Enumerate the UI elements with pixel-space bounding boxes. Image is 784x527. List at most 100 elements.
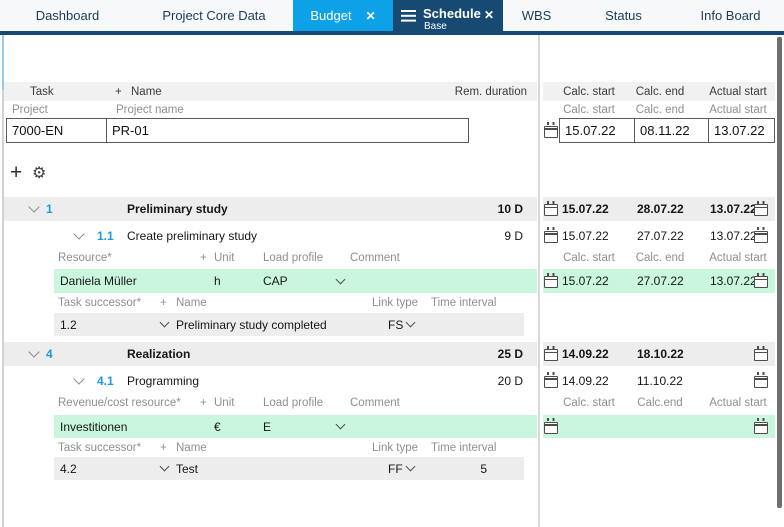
tab-status[interactable]: Status xyxy=(570,0,677,31)
rem-duration: 25 D xyxy=(497,347,523,361)
calendar-icon[interactable] xyxy=(543,224,559,247)
tab-dashboard[interactable]: Dashboard xyxy=(0,0,135,31)
calc-start-input[interactable]: 15.07.22 xyxy=(559,118,635,143)
tab-project-core-data-label: Project Core Data xyxy=(162,8,266,23)
vertical-scrollbar[interactable] xyxy=(777,37,782,508)
unit-cell[interactable]: € xyxy=(214,419,221,434)
project-name-input[interactable]: PR-01 xyxy=(106,118,469,143)
calendar-icon[interactable] xyxy=(543,342,559,366)
chevron-down-icon[interactable] xyxy=(158,313,170,336)
calendar-icon[interactable] xyxy=(543,269,559,293)
calc-end-input[interactable]: 08.11.22 xyxy=(634,118,709,143)
task-number: 4.1 xyxy=(97,373,114,388)
link-type-cell[interactable]: FS xyxy=(388,317,404,332)
name-col: Name xyxy=(176,442,207,454)
link-type-col: Link type xyxy=(372,297,419,309)
link-type-cell[interactable]: FF xyxy=(388,461,403,476)
calc-start-value: 14.09.22 xyxy=(562,373,609,388)
summary-row-1[interactable]: 1 Preliminary study 10 D 15.07.22 28.07.… xyxy=(4,197,775,221)
successor-id-cell[interactable]: 1.2 xyxy=(60,317,77,332)
time-interval-cell[interactable]: 5 xyxy=(480,461,487,476)
tab-budget-label: Budget xyxy=(310,8,352,23)
resource-row-4[interactable]: Investitionen € E xyxy=(4,415,775,438)
tab-budget[interactable]: Budget ✕ xyxy=(293,0,393,31)
successor-row-4[interactable]: 4.2 Test FF 5 xyxy=(4,457,775,480)
col-calc-end: Calc. end xyxy=(635,85,685,98)
resource-name-cell[interactable]: Investitionen xyxy=(60,419,128,434)
calc-end-value: 28.07.22 xyxy=(637,202,684,216)
collapse-chevron-icon[interactable] xyxy=(28,342,40,366)
calendar-icon[interactable] xyxy=(753,197,769,221)
unit-cell[interactable]: h xyxy=(214,274,221,288)
task-name: Create preliminary study xyxy=(127,228,258,243)
resource-header-4: Revenue/cost resource* + Unit Load profi… xyxy=(4,395,775,411)
add-successor-icon[interactable]: + xyxy=(160,297,167,309)
calc-end-label: Calc. end xyxy=(635,104,685,116)
calendar-icon[interactable] xyxy=(753,269,769,293)
tab-info-board[interactable]: Info Board xyxy=(677,0,784,31)
successor-row-1[interactable]: 1.2 Preliminary study completed FS xyxy=(4,313,775,336)
project-field-labels: Project Project name Calc. start Calc. e… xyxy=(4,103,775,117)
task-toolbar: + ⚙ xyxy=(4,158,775,188)
tab-underline xyxy=(0,31,784,35)
close-icon[interactable]: ✕ xyxy=(365,8,376,23)
chevron-down-icon[interactable] xyxy=(158,457,170,480)
tab-wbs[interactable]: WBS xyxy=(503,0,570,31)
resource-name-cell[interactable]: Daniela Müller xyxy=(60,274,137,288)
add-task-icon[interactable]: + xyxy=(10,161,23,184)
summary-row-4[interactable]: 4 Realization 25 D 14.09.22 18.10.22 xyxy=(4,342,775,366)
calendar-icon[interactable] xyxy=(543,117,559,144)
actual-start-value: 13.07.22 xyxy=(710,274,757,288)
calendar-icon[interactable] xyxy=(543,415,559,438)
unit-col: Unit xyxy=(214,252,235,264)
tab-status-label: Status xyxy=(605,8,642,23)
task-number: 1.1 xyxy=(97,228,114,243)
menu-icon[interactable] xyxy=(401,10,416,13)
project-input[interactable]: 7000-EN xyxy=(6,118,107,143)
add-resource-icon[interactable]: + xyxy=(200,252,207,264)
tab-project-core-data[interactable]: Project Core Data xyxy=(135,0,293,31)
task-row-1-1[interactable]: 1.1 Create preliminary study 9 D 15.07.2… xyxy=(4,224,775,247)
calendar-icon[interactable] xyxy=(543,197,559,221)
panel-left-border xyxy=(2,35,4,527)
chevron-down-icon[interactable] xyxy=(334,415,346,438)
calendar-icon[interactable] xyxy=(753,224,769,247)
rem-duration: 20 D xyxy=(497,373,523,388)
successor-name-cell[interactable]: Preliminary study completed xyxy=(176,317,327,332)
calendar-icon[interactable] xyxy=(753,369,769,392)
revenue-cost-resource-col: Revenue/cost resource* xyxy=(58,397,181,409)
chevron-down-icon[interactable] xyxy=(404,313,416,336)
collapse-chevron-icon[interactable] xyxy=(28,197,40,221)
actual-start-input[interactable]: 13.07.22 xyxy=(708,118,775,143)
chevron-down-icon[interactable] xyxy=(334,269,346,293)
close-icon[interactable]: ✕ xyxy=(483,8,494,22)
time-interval-col: Time interval xyxy=(431,297,497,309)
calendar-icon[interactable] xyxy=(753,415,769,438)
collapse-chevron-icon[interactable] xyxy=(73,369,85,392)
add-successor-icon[interactable]: + xyxy=(160,442,167,454)
actual-start-col: Actual start xyxy=(709,397,767,409)
task-row-4-1[interactable]: 4.1 Programming 20 D 14.09.22 11.10.22 xyxy=(4,369,775,392)
successor-name-cell[interactable]: Test xyxy=(176,461,199,476)
resource-col: Resource* xyxy=(58,252,112,264)
calendar-icon[interactable] xyxy=(753,342,769,366)
load-profile-cell[interactable]: E xyxy=(263,419,272,434)
calc-end-col: Calc.end xyxy=(637,397,683,409)
calc-start-value: 15.07.22 xyxy=(562,202,609,216)
actual-start-value: 13.07.22 xyxy=(710,228,757,243)
collapse-chevron-icon[interactable] xyxy=(73,224,85,247)
add-column-icon[interactable]: + xyxy=(115,85,122,98)
task-number: 1 xyxy=(46,202,53,216)
gear-icon[interactable]: ⚙ xyxy=(32,165,47,182)
calendar-icon[interactable] xyxy=(543,369,559,392)
task-name: Programming xyxy=(127,373,200,388)
load-profile-cell[interactable]: CAP xyxy=(263,274,288,288)
chevron-down-icon[interactable] xyxy=(404,457,416,480)
calc-end-value: 27.07.22 xyxy=(637,274,684,288)
successor-id-cell[interactable]: 4.2 xyxy=(60,461,77,476)
add-resource-icon[interactable]: + xyxy=(200,397,207,409)
resource-row-1[interactable]: Daniela Müller h CAP 15.07.22 27.07.22 1… xyxy=(4,269,775,293)
calc-start-value: 14.09.22 xyxy=(562,347,609,361)
tab-schedule[interactable]: Schedule Base ✕ xyxy=(393,0,503,35)
task-name: Realization xyxy=(127,347,191,361)
